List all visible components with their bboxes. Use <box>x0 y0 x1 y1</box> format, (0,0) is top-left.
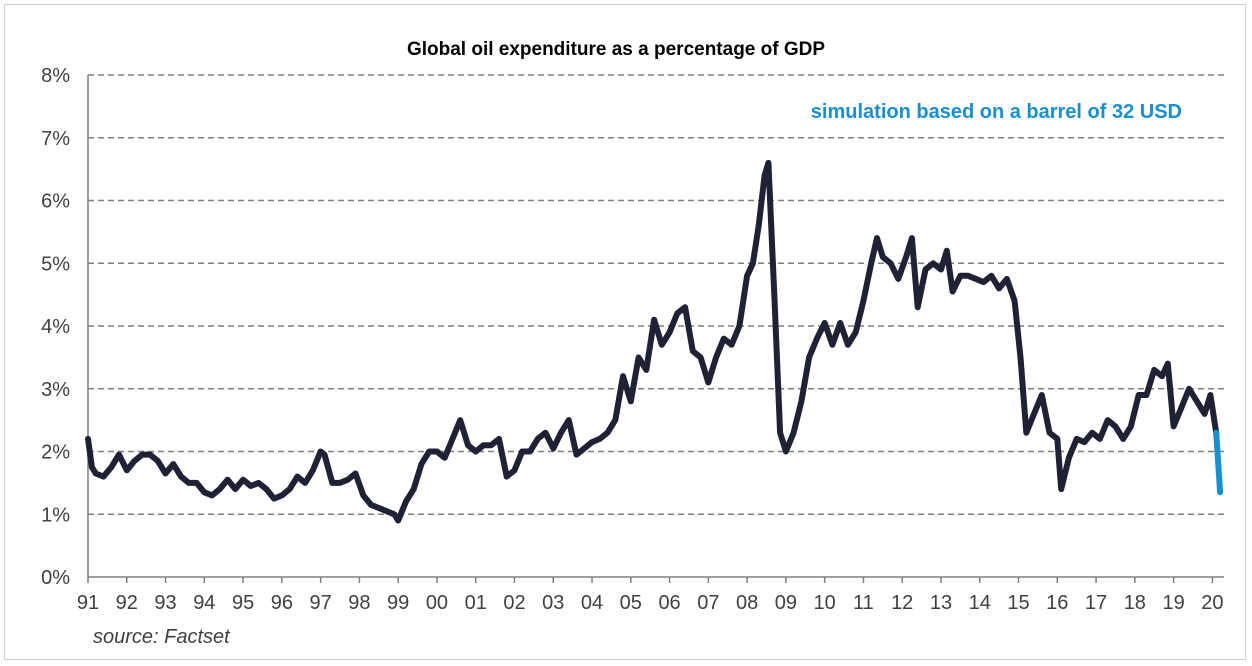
x-tick-label: 17 <box>1085 592 1107 614</box>
y-tick-label: 1% <box>41 504 70 526</box>
axes: 0% 1% 2% 3% 4% 5% 6% 7% 8% 91 92 93 94 95 96 97 98 99 00 01… <box>41 65 1224 614</box>
x-tick-label: 01 <box>465 592 487 614</box>
x-tick-label: 04 <box>581 592 603 614</box>
chart-frame: Global oil expenditure as a percentage o… <box>4 4 1246 660</box>
y-tick-label: 0% <box>41 567 70 589</box>
y-tick-label: 4% <box>41 316 70 338</box>
x-tick-label: 94 <box>193 592 215 614</box>
simulation-annotation: simulation based on a barrel of 32 USD <box>811 101 1182 123</box>
x-tick-label: 07 <box>697 592 719 614</box>
x-tick-label: 10 <box>814 592 836 614</box>
oil-expenditure-chart: Global oil expenditure as a percentage o… <box>41 39 1224 648</box>
x-tick-label: 05 <box>620 592 642 614</box>
series-lines <box>85 159 1224 524</box>
y-tick-label: 6% <box>41 191 70 213</box>
x-tick-label: 06 <box>658 592 680 614</box>
oil-expenditure-line <box>85 159 1220 524</box>
x-tick-label: 08 <box>736 592 758 614</box>
x-tick-label: 91 <box>77 592 99 614</box>
x-tick-label: 11 <box>853 592 874 614</box>
x-tick-label: 15 <box>1007 592 1029 614</box>
x-tick-label: 92 <box>116 592 138 614</box>
x-tick-label: 95 <box>232 592 254 614</box>
x-tick-label: 02 <box>503 592 525 614</box>
x-tick-label: 97 <box>310 592 332 614</box>
source-note: source: Factset <box>93 626 231 648</box>
y-tick-label: 2% <box>41 442 70 464</box>
x-tick-label: 96 <box>271 592 293 614</box>
x-tick-label: 03 <box>542 592 564 614</box>
y-tick-label: 5% <box>41 253 70 275</box>
x-tick-label: 13 <box>930 592 952 614</box>
y-tick-label: 3% <box>41 379 70 401</box>
x-tick-label: 93 <box>154 592 176 614</box>
x-tick-label: 09 <box>775 592 797 614</box>
x-tick-label: 99 <box>387 592 409 614</box>
gridlines <box>88 74 1224 516</box>
y-tick-label: 8% <box>41 65 70 87</box>
simulation-line <box>1213 429 1224 496</box>
x-tick-label: 20 <box>1201 592 1223 614</box>
x-tick-label: 00 <box>426 592 448 614</box>
x-tick-label: 14 <box>969 592 991 614</box>
x-tick-label: 19 <box>1162 592 1184 614</box>
x-tick-label: 12 <box>891 592 913 614</box>
x-tick-label: 16 <box>1046 592 1068 614</box>
y-tick-label: 7% <box>41 128 70 150</box>
x-tick-label: 98 <box>348 592 370 614</box>
chart-title: Global oil expenditure as a percentage o… <box>407 39 825 60</box>
x-tick-label: 18 <box>1124 592 1146 614</box>
